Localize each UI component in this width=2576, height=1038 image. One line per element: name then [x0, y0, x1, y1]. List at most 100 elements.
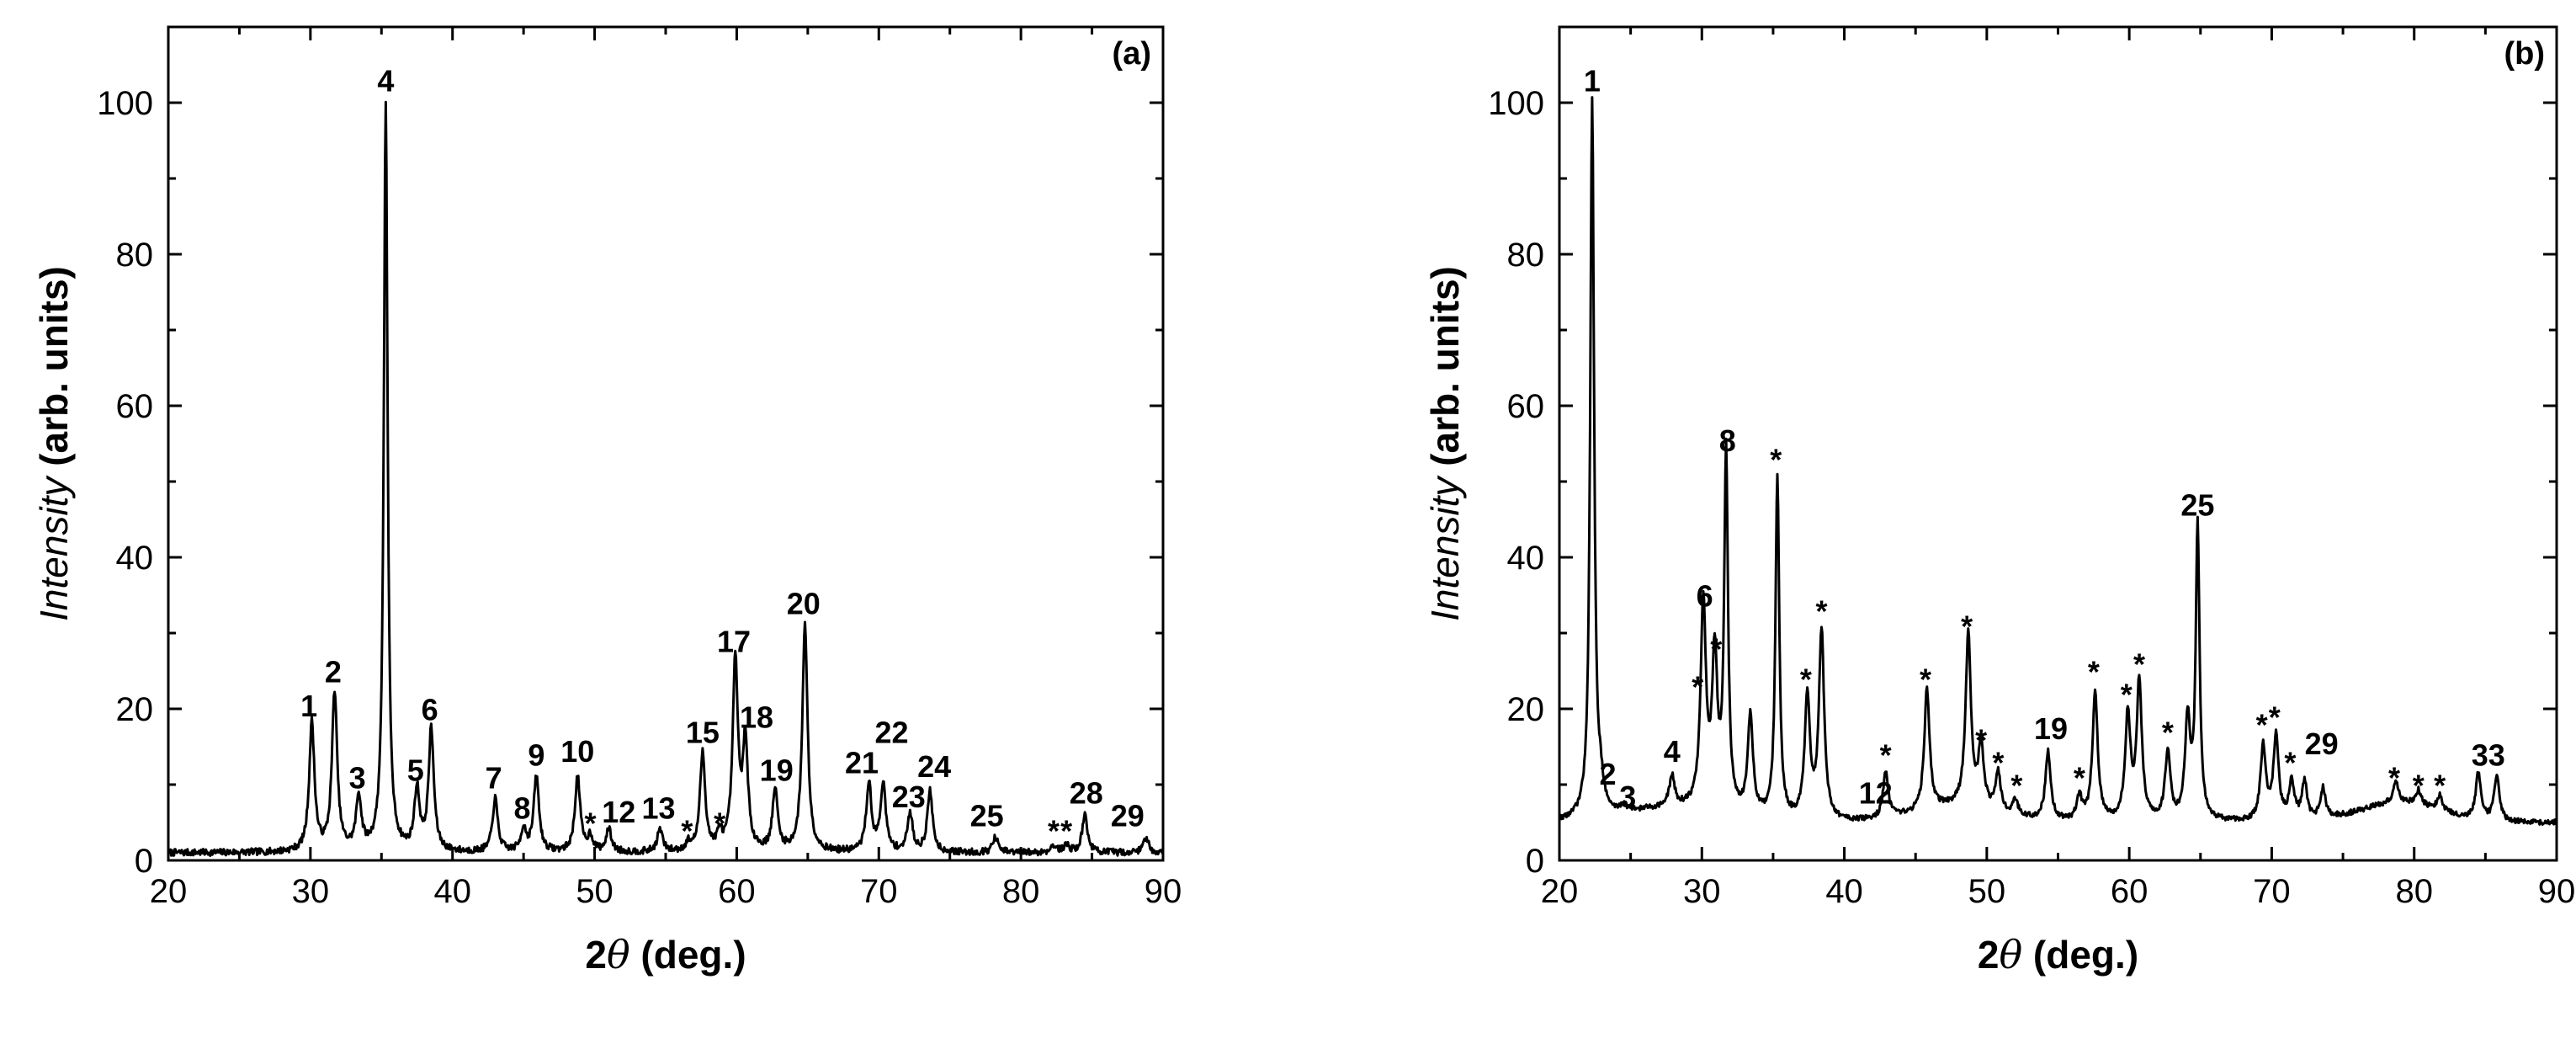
peak-point — [2394, 798, 2398, 801]
peak-point — [493, 798, 497, 801]
y-tick-label: 60 — [116, 388, 154, 425]
peak-index-label: 10 — [560, 734, 594, 769]
x-axis-label: 2θ (deg.) — [585, 932, 746, 977]
peak-index-label: 22 — [874, 716, 908, 750]
peak-index-label: 33 — [2472, 738, 2505, 773]
peak-index-label: 4 — [377, 64, 394, 98]
x-axis-label-theta: θ — [1999, 932, 2022, 977]
peak-point — [1996, 783, 2000, 786]
peak-index-label: 19 — [2034, 711, 2068, 746]
peak-index-label: 3 — [349, 761, 366, 796]
peak-point — [1806, 700, 1809, 703]
peak-index-label: 6 — [422, 693, 438, 727]
y-axis-label-unit: (arb. units) — [32, 266, 76, 476]
x-tick-label: 40 — [1825, 873, 1863, 910]
peak-point — [2290, 783, 2293, 786]
peak-point — [2495, 775, 2499, 779]
peak-point — [701, 753, 704, 756]
panel-label: (a) — [1113, 36, 1151, 72]
peak-point — [2417, 806, 2420, 809]
peak-asterisk: * — [1692, 670, 1703, 705]
x-tick-label: 50 — [1968, 873, 2006, 910]
peak-point — [658, 828, 661, 832]
peak-asterisk: * — [681, 814, 693, 849]
peak-index-label: 2 — [325, 655, 342, 689]
peak-asterisk: * — [2284, 746, 2296, 780]
peak-index-label: 3 — [1619, 780, 1636, 814]
peak-point — [1925, 700, 1929, 703]
peak-point — [2302, 783, 2306, 786]
peak-index-label: 15 — [686, 716, 720, 750]
x-tick-label: 20 — [1541, 873, 1579, 910]
peak-asterisk: * — [1710, 632, 1722, 667]
peak-asterisk: * — [2413, 769, 2425, 803]
x-axis-label-2: 2 — [585, 933, 607, 977]
y-axis-label: Intensity (arb. units) — [1423, 266, 1467, 621]
peak-point — [1724, 465, 1728, 468]
peak-asterisk: * — [2256, 708, 2268, 743]
x-tick-label: 20 — [150, 873, 188, 910]
peak-point — [2438, 806, 2441, 809]
peak-index-label: 1 — [300, 689, 317, 723]
peak-point — [1819, 631, 1823, 635]
peak-index-label: 18 — [740, 700, 773, 735]
peak-asterisk: * — [2010, 769, 2022, 803]
peak-asterisk: * — [1920, 663, 1931, 697]
peak-index-label: 17 — [717, 625, 751, 659]
peak-point — [534, 775, 538, 779]
peak-point — [2275, 737, 2278, 741]
peak-asterisk: * — [2133, 647, 2145, 682]
peak-point — [522, 828, 525, 832]
peak-point — [803, 624, 806, 627]
peak-point — [2138, 684, 2141, 688]
x-axis-label-2: 2 — [1978, 933, 2000, 977]
peak-point — [2261, 745, 2265, 748]
peak-point — [2166, 753, 2170, 756]
y-tick-label: 100 — [97, 85, 153, 122]
y-tick-label: 80 — [116, 237, 154, 274]
peak-point — [2321, 790, 2324, 794]
y-tick-label: 60 — [1507, 388, 1545, 425]
y-axis-label-intensity: Intensity — [32, 475, 76, 621]
peak-index-label: 20 — [787, 587, 821, 621]
peak-index-label: 7 — [486, 761, 502, 796]
peak-point — [1145, 836, 1148, 839]
x-axis-label-theta: θ — [607, 932, 630, 977]
peak-index-label: 29 — [1111, 799, 1145, 833]
x-tick-label: 50 — [576, 873, 613, 910]
peak-asterisk: * — [1992, 746, 2004, 780]
x-tick-label: 60 — [2111, 873, 2148, 910]
peak-asterisk: * — [2162, 716, 2174, 750]
peak-index-label: 2 — [1600, 757, 1617, 791]
y-tick-label: 0 — [135, 843, 153, 880]
peak-point — [2014, 806, 2017, 809]
peak-index-label: 1 — [1584, 64, 1601, 98]
x-tick-label: 70 — [860, 873, 898, 910]
peak-point — [2094, 692, 2097, 695]
x-tick-label: 30 — [292, 873, 330, 910]
x-axis-label-unit: (deg.) — [630, 933, 746, 977]
peak-index-label: 25 — [2180, 488, 2214, 523]
peak-index-label: 13 — [642, 791, 676, 826]
peak-point — [357, 798, 360, 801]
peak-point — [1979, 760, 1983, 764]
y-axis-label-intensity: Intensity — [1423, 475, 1467, 621]
peak-asterisk: * — [1800, 663, 1812, 697]
peak-index-label: 12 — [1859, 776, 1893, 811]
xrd-pattern-line — [167, 100, 1165, 857]
peak-asterisk: * — [1770, 443, 1782, 477]
y-tick-label: 100 — [1488, 85, 1544, 122]
peak-point — [416, 790, 419, 794]
peak-index-label: 5 — [407, 753, 424, 788]
peak-point — [1967, 647, 1970, 650]
peak-index-label: 23 — [892, 780, 926, 814]
peak-point — [2186, 722, 2190, 726]
peak-point — [2078, 798, 2081, 801]
peak-index-label: 4 — [1664, 734, 1681, 769]
peak-index-label: 24 — [917, 749, 951, 784]
peak-index-label: 25 — [970, 799, 1004, 833]
peak-asterisk: * — [1048, 814, 1060, 849]
